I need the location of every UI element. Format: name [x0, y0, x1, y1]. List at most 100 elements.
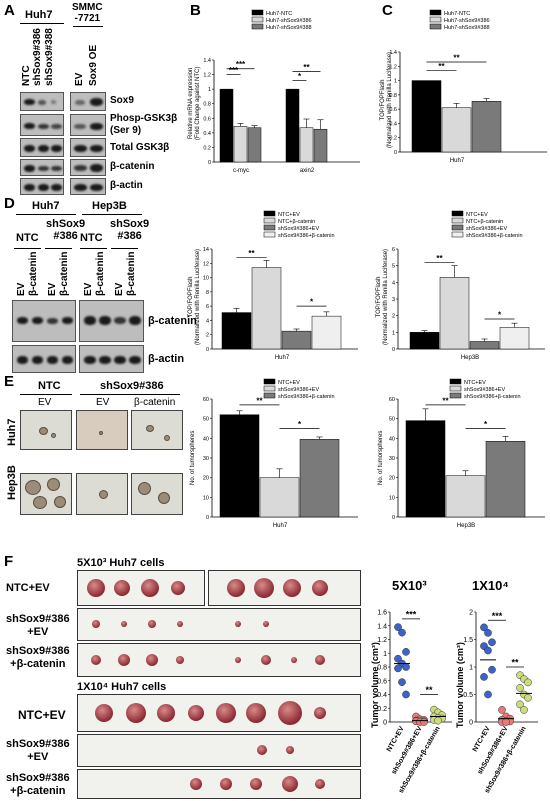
data-point: [484, 690, 492, 699]
panel-d-lane-label: EV: [114, 282, 125, 296]
y-tick-label: 14: [203, 247, 209, 253]
legend-label: NTC+EV: [278, 212, 300, 218]
data-point: [484, 646, 492, 655]
y-tick-label: 0: [392, 515, 395, 521]
tumor-specimen: [257, 745, 267, 755]
significance-label: **: [256, 396, 263, 405]
protein-label-gsk3b: Total GSK3β: [110, 142, 170, 153]
tumor-specimen: [235, 621, 241, 627]
bar: [285, 88, 300, 163]
y-tick-label: 40: [203, 436, 209, 442]
protein-label-pgsk3b: Phosp-GSK3β (Ser 9): [110, 113, 178, 136]
tumor-specimen: [157, 704, 175, 722]
bar: [247, 127, 262, 163]
legend-swatch: [251, 16, 264, 23]
y-tick-label: 0.6: [203, 116, 211, 122]
panel-label-a: A: [4, 2, 15, 19]
x-tick-label: Hep3B: [461, 355, 479, 361]
bar: [311, 315, 342, 350]
blot-bactin-huh7: [20, 178, 64, 195]
y-tick-label: 1.2: [389, 64, 397, 70]
y-tick-label: 2: [469, 610, 473, 617]
y-tick-label: 0.2: [203, 145, 211, 151]
tumor-specimen: [190, 778, 202, 790]
tumor-specimen: [235, 657, 241, 663]
panel-e-ev-1: EV: [38, 397, 52, 408]
y-tick-label: 2: [206, 333, 209, 339]
y-tick-label: 40: [389, 436, 395, 442]
legend-label: shSox9#386+EV: [278, 226, 319, 232]
y-tick-label: 6: [206, 304, 209, 310]
significance-label: *: [498, 311, 502, 320]
legend-swatch: [263, 224, 276, 231]
y-tick-label: 1.2: [203, 73, 211, 79]
panel-d-protein-bcatenin: β-catenin: [148, 315, 197, 327]
legend-swatch: [263, 231, 276, 238]
tumor-specimen: [312, 580, 328, 596]
x-tick-label: NTC+EV: [472, 725, 492, 753]
tumor-specimen: [315, 655, 325, 665]
y-tick-label: 0.8: [389, 93, 397, 99]
panel-d-lane-label: β-catenin: [28, 251, 39, 296]
y-tick-label: 50: [389, 417, 395, 423]
data-point: [402, 690, 410, 699]
bar: [441, 107, 472, 153]
significance-label: *: [298, 420, 302, 429]
legend-label: NTC+EV: [464, 380, 486, 386]
data-point: [398, 678, 406, 686]
panel-e-ev-2: EV: [96, 397, 110, 408]
y-tick-label: 10: [389, 495, 395, 501]
chart-e-huh7-ylabel: No. of tumorspheres: [190, 430, 196, 485]
chart-d-hep3b: 0123456Hep3BNTC+EVNTC+β-cateninshSox9#38…: [392, 210, 545, 361]
panel-d-sub-hep3b: shSox9 #386: [110, 218, 150, 242]
data-point: [402, 648, 410, 656]
data-point: [398, 628, 406, 637]
data-point: [516, 684, 524, 692]
x-tick-label: Hep3B: [457, 523, 475, 529]
bar: [499, 327, 530, 350]
data-point: [420, 718, 428, 726]
panel-label-c: C: [382, 2, 393, 19]
significance-label: **: [438, 62, 445, 71]
bar: [485, 441, 526, 518]
data-point: [502, 718, 510, 726]
y-tick-label: 1.2: [377, 637, 387, 644]
data-point: [480, 623, 488, 632]
bar: [299, 127, 314, 163]
sphere-photo-huh7-sh-bc: [131, 410, 183, 450]
legend-label: Huh7-NTC: [266, 11, 292, 17]
chart-d-huh7-ylabel: TOP/FOPFlash (Normalized with Renilla Lu…: [188, 248, 201, 345]
legend-label: NTC+EV: [466, 212, 488, 218]
y-tick-label: 12: [203, 261, 209, 267]
sphere-photo-hep3b-ntc: [20, 473, 72, 515]
y-tick-label: 0.8: [203, 102, 211, 108]
panel-e-row-hep3b: Hep3B: [6, 465, 18, 500]
panel-d-lane-label: EV: [83, 282, 94, 296]
blot-d-bcatenin-hep3b: [79, 300, 144, 342]
data-point: [524, 693, 532, 702]
legend-swatch: [263, 392, 276, 399]
y-tick-label: 20: [203, 476, 209, 482]
y-tick-label: 0.5: [463, 692, 473, 699]
legend-label: shSox9#386+EV: [464, 387, 505, 393]
tumor-specimen: [188, 705, 204, 721]
bar: [409, 332, 440, 350]
plot-f1-title: 5X10³: [392, 578, 427, 593]
chart-b-ylabel: Relative mRNA expression (Fold Change ag…: [188, 66, 201, 140]
significance-label: **: [436, 254, 443, 263]
tumor-specimen: [176, 656, 184, 664]
tumor-specimen: [114, 580, 130, 596]
chart-f-scatter: 00.20.40.60.811.21.41.6NTC+EVshSox9#386+…: [377, 609, 538, 795]
legend-swatch: [451, 231, 464, 238]
tumor-specimen: [146, 654, 158, 666]
y-tick-label: 60: [203, 397, 209, 403]
chart-e-huh7: 0 10 20 30 40 50 60 Huh7 NTC+EVshSox9#386+EVshSo…: [203, 378, 358, 529]
blot-pgsk3b-smmc: [70, 114, 106, 136]
x-tick-label: axin2: [300, 168, 315, 174]
legend-swatch: [429, 9, 442, 16]
bar: [221, 312, 252, 350]
bar: [281, 330, 312, 350]
legend-swatch: [263, 378, 276, 385]
tumor-specimen: [148, 620, 156, 628]
tumor-specimen: [261, 655, 271, 665]
